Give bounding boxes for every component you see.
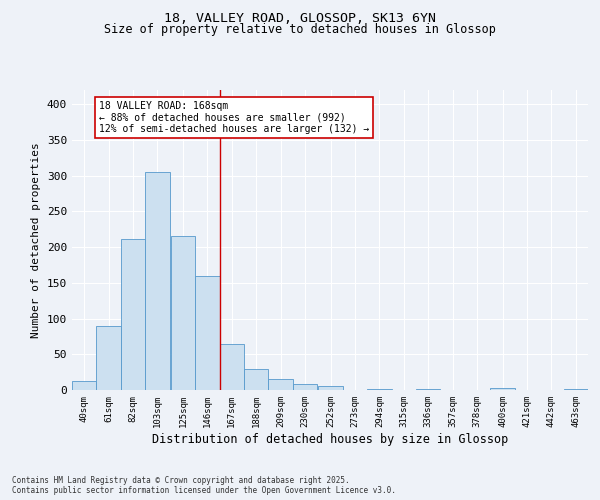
Bar	[145, 172, 170, 390]
Bar	[416, 388, 440, 390]
Bar	[367, 388, 392, 390]
Bar	[268, 380, 293, 390]
Text: Contains HM Land Registry data © Crown copyright and database right 2025.
Contai: Contains HM Land Registry data © Crown c…	[12, 476, 396, 495]
Bar	[195, 276, 220, 390]
Bar	[171, 236, 195, 390]
Bar	[121, 238, 145, 390]
Bar	[563, 388, 588, 390]
Text: 18, VALLEY ROAD, GLOSSOP, SK13 6YN: 18, VALLEY ROAD, GLOSSOP, SK13 6YN	[164, 12, 436, 26]
Bar	[220, 344, 244, 390]
Bar	[72, 380, 97, 390]
Bar	[319, 386, 343, 390]
Bar	[97, 326, 121, 390]
Y-axis label: Number of detached properties: Number of detached properties	[31, 142, 41, 338]
Text: Size of property relative to detached houses in Glossop: Size of property relative to detached ho…	[104, 22, 496, 36]
Bar	[490, 388, 515, 390]
Bar	[244, 368, 268, 390]
X-axis label: Distribution of detached houses by size in Glossop: Distribution of detached houses by size …	[152, 432, 508, 446]
Text: 18 VALLEY ROAD: 168sqm
← 88% of detached houses are smaller (992)
12% of semi-de: 18 VALLEY ROAD: 168sqm ← 88% of detached…	[99, 100, 369, 134]
Bar	[293, 384, 317, 390]
